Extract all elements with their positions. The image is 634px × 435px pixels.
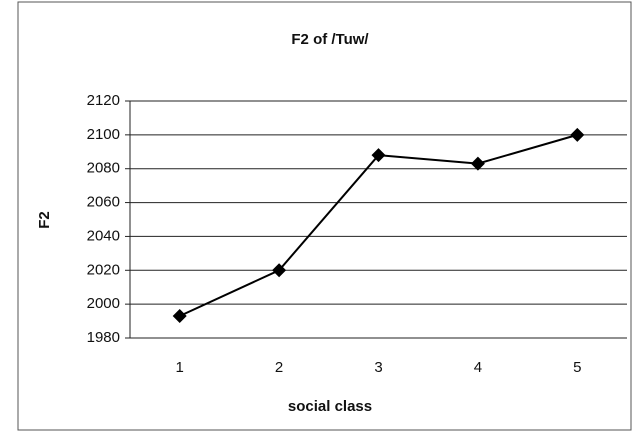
y-tick-label: 2060 xyxy=(87,194,120,211)
y-tick-label: 2020 xyxy=(87,261,120,278)
data-point xyxy=(371,148,386,163)
x-tick-label: 4 xyxy=(474,359,482,376)
data-point xyxy=(470,156,485,171)
y-tick-label: 2000 xyxy=(87,295,120,312)
y-tick-label: 2100 xyxy=(87,126,120,143)
y-tick-label: 1980 xyxy=(87,329,120,346)
chart-frame xyxy=(17,1,632,431)
y-tick-label: 2040 xyxy=(87,227,120,244)
x-tick-label: 2 xyxy=(275,359,283,376)
y-tick-label: 2120 xyxy=(87,92,120,109)
x-tick-label: 3 xyxy=(374,359,382,376)
x-tick-label: 1 xyxy=(176,359,184,376)
x-axis-label: social class xyxy=(288,398,372,415)
data-point xyxy=(172,308,187,323)
x-tick-label: 5 xyxy=(573,359,581,376)
data-point xyxy=(272,263,287,278)
y-tick-label: 2080 xyxy=(87,160,120,177)
data-point xyxy=(570,127,585,142)
chart-title: F2 of /Tuw/ xyxy=(291,31,369,48)
y-axis-label: F2 xyxy=(36,211,53,229)
